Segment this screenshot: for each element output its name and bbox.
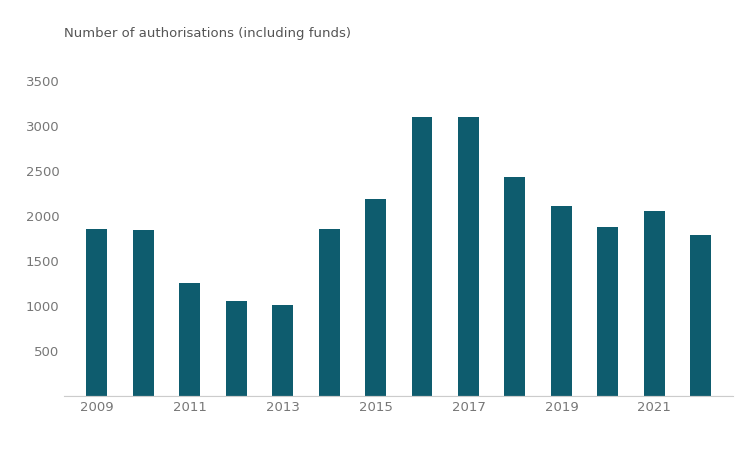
Bar bbox=[318, 229, 339, 396]
Bar bbox=[133, 230, 153, 396]
Bar bbox=[458, 117, 479, 396]
Bar bbox=[86, 230, 107, 396]
Bar bbox=[179, 283, 200, 396]
Bar bbox=[365, 199, 386, 396]
Bar bbox=[504, 177, 525, 396]
Bar bbox=[411, 117, 432, 396]
Bar bbox=[690, 235, 711, 396]
Text: Number of authorisations (including funds): Number of authorisations (including fund… bbox=[64, 27, 352, 40]
Bar bbox=[597, 227, 618, 396]
Bar bbox=[226, 301, 246, 396]
Bar bbox=[272, 305, 293, 396]
Bar bbox=[644, 211, 665, 396]
Bar bbox=[551, 206, 572, 396]
